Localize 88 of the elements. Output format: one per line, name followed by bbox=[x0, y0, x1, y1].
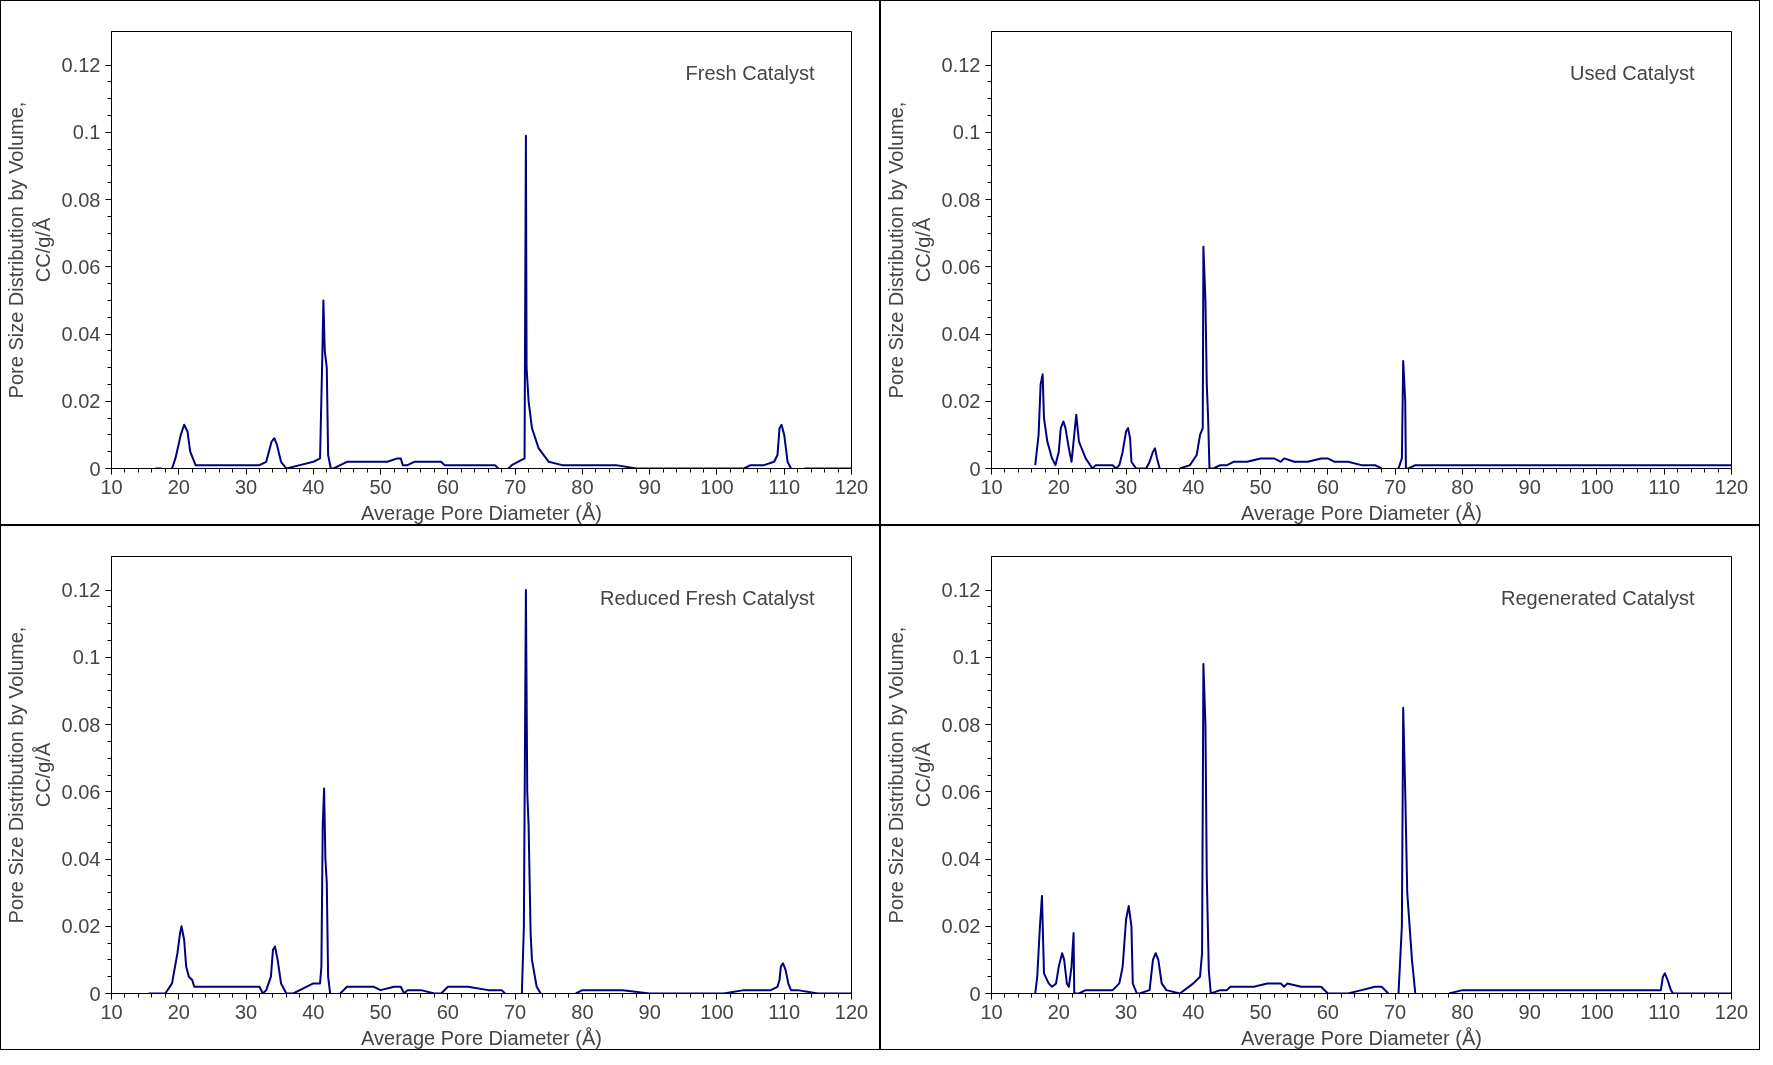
y-tick-label: 0.02 bbox=[941, 915, 981, 938]
x-tick-label: 10 bbox=[100, 1000, 123, 1023]
x-tick-label: 30 bbox=[234, 475, 258, 498]
y-tick-label: 0.12 bbox=[61, 54, 101, 77]
x-axis-title: Average Pore Diameter (Å) bbox=[1241, 1026, 1482, 1049]
y-axis-title: Pore Size Distribution by Volume, CC/g/Å bbox=[5, 101, 54, 399]
x-tick-label: 90 bbox=[1518, 1000, 1541, 1023]
x-tick-label: 50 bbox=[1249, 1000, 1272, 1023]
x-tick-label: 40 bbox=[1182, 1000, 1205, 1023]
x-tick-label: 80 bbox=[571, 1000, 594, 1023]
x-tick-label: 40 bbox=[1182, 475, 1205, 498]
x-tick-label: 40 bbox=[302, 475, 325, 498]
y-tick-label: 0.08 bbox=[61, 188, 101, 211]
x-tick-label: 70 bbox=[1384, 475, 1407, 498]
y-tick-label: 0.12 bbox=[61, 579, 101, 602]
x-tick-label: 100 bbox=[1580, 475, 1614, 498]
x-tick-label: 60 bbox=[1316, 475, 1339, 498]
x-tick-label: 20 bbox=[1047, 1000, 1070, 1023]
y-tick-label: 0.04 bbox=[61, 848, 101, 871]
x-tick-label: 10 bbox=[100, 475, 123, 498]
y-axis-title: Pore Size Distribution by Volume, CC/g/Å bbox=[885, 626, 934, 924]
x-tick-label: 110 bbox=[768, 475, 801, 498]
y-tick-label: 0 bbox=[89, 982, 101, 1005]
x-axis-title: Average Pore Diameter (Å) bbox=[361, 501, 602, 524]
x-tick-label: 40 bbox=[302, 1000, 325, 1023]
x-tick-label: 90 bbox=[638, 1000, 661, 1023]
y-axis-title: Pore Size Distribution by Volume, CC/g/Å bbox=[5, 626, 54, 924]
y-tick-label: 0.08 bbox=[61, 713, 101, 736]
x-tick-label: 70 bbox=[1384, 1000, 1407, 1023]
y-tick-label: 0.08 bbox=[941, 188, 981, 211]
x-tick-label: 60 bbox=[436, 475, 459, 498]
y-tick-label: 0.1 bbox=[952, 646, 981, 669]
y-tick-label: 0.12 bbox=[941, 54, 981, 77]
x-tick-label: 10 bbox=[980, 1000, 1003, 1023]
y-tick-label: 0.02 bbox=[941, 390, 981, 413]
x-tick-label: 30 bbox=[234, 1000, 258, 1023]
y-tick-label: 0.06 bbox=[941, 780, 981, 803]
x-tick-label: 80 bbox=[1451, 1000, 1474, 1023]
x-tick-label: 80 bbox=[571, 475, 594, 498]
y-tick-label: 0.12 bbox=[941, 579, 981, 602]
x-axis-title: Average Pore Diameter (Å) bbox=[1241, 501, 1482, 524]
y-tick-label: 0 bbox=[969, 982, 981, 1005]
x-tick-label: 100 bbox=[700, 475, 734, 498]
y-tick-label: 0.04 bbox=[941, 848, 981, 871]
x-tick-label: 120 bbox=[1714, 1000, 1749, 1023]
x-tick-label: 60 bbox=[1316, 1000, 1339, 1023]
x-tick-label: 20 bbox=[1047, 475, 1070, 498]
x-tick-label: 100 bbox=[700, 1000, 734, 1023]
x-tick-label: 10 bbox=[980, 475, 1003, 498]
x-tick-label: 50 bbox=[1249, 475, 1272, 498]
x-tick-label: 20 bbox=[167, 475, 190, 498]
x-tick-label: 70 bbox=[504, 475, 527, 498]
y-tick-label: 0.04 bbox=[941, 323, 981, 346]
y-tick-label: 0.04 bbox=[61, 323, 101, 346]
y-axis-title: Pore Size Distribution by Volume, CC/g/Å bbox=[885, 101, 934, 399]
x-tick-label: 110 bbox=[1648, 1000, 1681, 1023]
x-tick-label: 20 bbox=[167, 1000, 190, 1023]
x-tick-label: 50 bbox=[369, 475, 392, 498]
x-tick-label: 90 bbox=[638, 475, 661, 498]
x-tick-label: 120 bbox=[834, 1000, 869, 1023]
y-tick-label: 0.02 bbox=[61, 390, 101, 413]
y-tick-label: 0.02 bbox=[61, 915, 101, 938]
x-axis-title: Average Pore Diameter (Å) bbox=[361, 1026, 602, 1049]
text: Fresh Catalyst bbox=[685, 62, 815, 85]
x-tick-label: 120 bbox=[834, 475, 869, 498]
y-tick-label: 0.1 bbox=[72, 121, 101, 144]
text: Regenerated Catalyst bbox=[1501, 587, 1695, 610]
y-tick-label: 0.1 bbox=[72, 646, 101, 669]
y-tick-label: 0.06 bbox=[61, 255, 101, 278]
x-tick-label: 70 bbox=[504, 1000, 527, 1023]
x-tick-label: 100 bbox=[1580, 1000, 1614, 1023]
x-tick-label: 80 bbox=[1451, 475, 1474, 498]
x-tick-label: 110 bbox=[768, 1000, 801, 1023]
y-tick-label: 0.1 bbox=[952, 121, 981, 144]
y-tick-label: 0.08 bbox=[941, 713, 981, 736]
x-tick-label: 90 bbox=[1518, 475, 1541, 498]
x-tick-label: 30 bbox=[1114, 475, 1138, 498]
x-tick-label: 30 bbox=[1114, 1000, 1138, 1023]
y-tick-label: 0 bbox=[969, 457, 981, 480]
x-tick-label: 120 bbox=[1714, 475, 1749, 498]
text: Reduced Fresh Catalyst bbox=[599, 587, 815, 610]
x-tick-label: 50 bbox=[369, 1000, 392, 1023]
x-tick-label: 60 bbox=[436, 1000, 459, 1023]
x-tick-label: 110 bbox=[1648, 475, 1681, 498]
y-tick-label: 0 bbox=[89, 457, 101, 480]
y-tick-label: 0.06 bbox=[941, 255, 981, 278]
y-tick-label: 0.06 bbox=[61, 780, 101, 803]
text: Used Catalyst bbox=[1570, 62, 1695, 85]
